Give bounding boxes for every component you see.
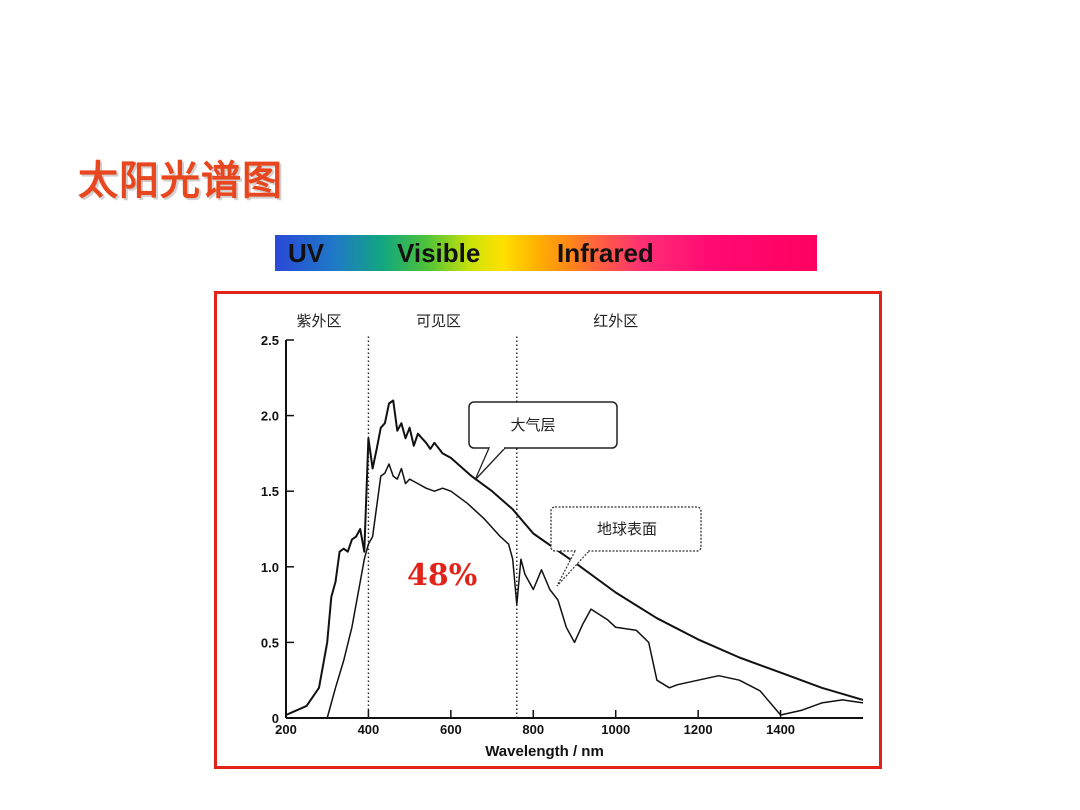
x-tick-label: 1000: [601, 722, 630, 737]
percentage-annotation: 48%: [407, 558, 477, 593]
spectrum-label-uv: UV: [288, 238, 325, 268]
solar-spectrum-chart: 0 0.5 1.0 1.5 2.0 2.5 200 400 600 800 1000 1200 1400…: [261, 312, 864, 760]
x-axis-title: Wavelength / nm: [485, 743, 604, 760]
chart-frame: 0 0.5 1.0 1.5 2.0 2.5 200 400 600 800 1000 1200 1400…: [214, 291, 882, 769]
spectrum-label-visible: Visible: [397, 238, 481, 268]
x-tick-label: 400: [358, 722, 380, 737]
region-label: 可见区: [416, 312, 461, 330]
spectrum-label-infrared: Infrared: [557, 238, 654, 268]
x-tick-label: 800: [522, 722, 544, 737]
x-tick-label: 1400: [766, 722, 795, 737]
callout-pointer-atmosphere: [474, 447, 506, 481]
y-tick-label: 2.0: [261, 409, 279, 424]
slide-title: 太阳光谱图: [78, 157, 283, 204]
x-tick-label: 200: [275, 722, 297, 737]
x-tick-label: 1200: [684, 722, 713, 737]
region-label: 紫外区: [296, 312, 341, 330]
region-label: 红外区: [593, 312, 638, 330]
callout-box-atmosphere: [468, 401, 618, 449]
y-tick-label: 1.5: [261, 484, 279, 499]
series-line-earth-surface: [326, 463, 864, 719]
y-tick-label: 1.0: [261, 560, 279, 575]
y-tick-label: 0.5: [261, 635, 279, 650]
spectrum-bar: UV Visible Infrared: [275, 235, 817, 271]
series-line-atmosphere: [285, 399, 864, 716]
callout-label-earth-surface: 地球表面: [597, 520, 657, 538]
y-tick-label: 2.5: [261, 333, 279, 348]
callout-pointer-earth-surface: [556, 550, 590, 587]
y-tick-label: 0: [272, 711, 279, 726]
callout-box-earth-surface: [550, 506, 702, 552]
x-tick-label: 600: [440, 722, 462, 737]
callout-label-atmosphere: 大气层: [510, 416, 555, 434]
